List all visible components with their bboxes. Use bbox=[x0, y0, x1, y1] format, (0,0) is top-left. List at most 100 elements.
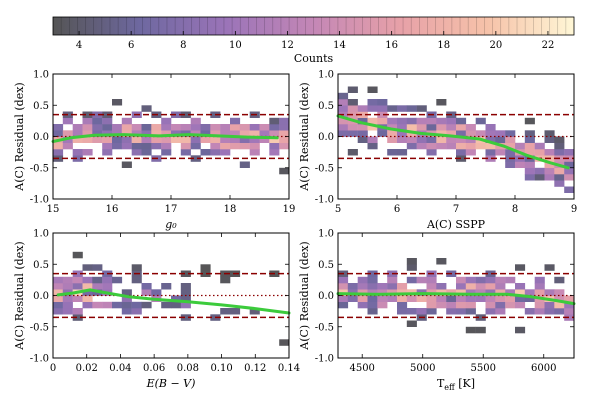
heatmap-cell bbox=[269, 117, 280, 125]
heatmap-cell bbox=[259, 124, 270, 131]
y-tick-label: 0.0 bbox=[33, 132, 49, 143]
heatmap-cell bbox=[524, 308, 535, 315]
trend-line bbox=[336, 292, 576, 306]
heatmap-cell bbox=[515, 326, 526, 334]
heatmap-cell bbox=[230, 142, 241, 150]
heatmap-cell bbox=[249, 149, 260, 156]
heatmap-cell bbox=[446, 117, 457, 125]
heatmap-cell bbox=[53, 124, 64, 131]
heatmap-cell bbox=[475, 130, 486, 137]
heatmap-cell bbox=[436, 117, 447, 125]
heatmap-cell bbox=[456, 136, 467, 143]
heatmap-cell bbox=[367, 283, 378, 290]
heatmap-cell bbox=[249, 308, 260, 315]
heatmap-cell bbox=[200, 264, 211, 271]
heatmap-cell bbox=[505, 301, 516, 309]
heatmap-cell bbox=[141, 136, 152, 143]
heatmap-cell bbox=[426, 136, 437, 143]
heatmap-cell bbox=[485, 289, 496, 296]
colorbar-tick-label: 6 bbox=[128, 40, 134, 51]
heatmap-cell bbox=[387, 124, 398, 131]
heatmap-cell bbox=[230, 124, 241, 131]
heatmap-cell bbox=[564, 149, 575, 156]
heatmap-cell bbox=[367, 86, 378, 93]
heatmap-cell bbox=[367, 124, 378, 131]
heatmap-cell bbox=[131, 136, 142, 143]
heatmap-cell bbox=[505, 295, 516, 302]
heatmap-cell bbox=[249, 130, 260, 137]
heatmap-cell bbox=[338, 117, 349, 125]
heatmap-cell bbox=[92, 276, 103, 284]
heatmap-cell bbox=[406, 124, 417, 131]
heatmap-cell bbox=[485, 130, 496, 137]
heatmap-cell bbox=[426, 295, 437, 302]
heatmap-cell bbox=[495, 289, 506, 296]
heatmap-cell bbox=[230, 117, 241, 125]
x-axis-label-unit: [K] bbox=[455, 377, 475, 390]
heatmap-cell bbox=[387, 295, 398, 302]
heatmap-cell bbox=[357, 283, 368, 290]
heatmap-cell bbox=[397, 283, 408, 290]
heatmap-cell bbox=[72, 283, 83, 290]
x-tick-label: 16 bbox=[106, 204, 119, 215]
heatmap-cell bbox=[82, 283, 93, 290]
heatmap-cell bbox=[82, 295, 93, 302]
colorbar bbox=[52, 16, 575, 36]
heatmap-cell bbox=[72, 149, 83, 156]
heatmap-cell bbox=[544, 174, 555, 181]
colorbar-tick-label: 20 bbox=[489, 40, 502, 51]
heatmap-cell bbox=[121, 308, 132, 315]
heatmap-cell bbox=[406, 295, 417, 302]
heatmap-cell bbox=[564, 174, 575, 181]
heatmap-cell bbox=[72, 270, 83, 277]
heatmap-cell bbox=[456, 276, 467, 284]
heatmap-cell bbox=[72, 136, 83, 143]
heatmap-cell bbox=[347, 295, 358, 302]
heatmap-cell bbox=[200, 149, 211, 156]
heatmap-cell bbox=[465, 326, 476, 334]
y-tick-label: -0.5 bbox=[315, 163, 334, 174]
heatmap-cell bbox=[554, 276, 565, 284]
heatmap-cell bbox=[161, 117, 172, 125]
heatmap-cell bbox=[279, 124, 290, 131]
heatmap-cell bbox=[377, 111, 388, 118]
x-tick-label: 5500 bbox=[471, 363, 496, 374]
heatmap-cell bbox=[151, 289, 162, 296]
heatmap-cell bbox=[377, 301, 388, 309]
heatmap-cell bbox=[121, 295, 132, 302]
heatmap-cell bbox=[338, 276, 349, 284]
heatmap-cell bbox=[534, 283, 545, 290]
heatmap-cell bbox=[102, 301, 113, 309]
heatmap-cell bbox=[436, 136, 447, 143]
heatmap-cell bbox=[131, 142, 142, 150]
colorbar-label: Counts bbox=[294, 52, 334, 65]
heatmap-cell bbox=[171, 301, 182, 309]
heatmap-cell bbox=[426, 124, 437, 131]
heatmap-cell bbox=[456, 117, 467, 125]
heatmap-cell bbox=[141, 124, 152, 131]
heatmap-cell bbox=[387, 105, 398, 112]
heatmap-cell bbox=[279, 167, 290, 175]
heatmap-cell bbox=[190, 136, 201, 143]
heatmap-cell bbox=[465, 308, 476, 315]
heatmap-cell bbox=[406, 142, 417, 150]
heatmap-cell bbox=[475, 326, 486, 334]
heatmap-cell bbox=[544, 264, 555, 271]
panel-3: 0 0.02 0.04 0.06 0.08 0.10 0.12 0.14 -1.0 -0.5 0.0… bbox=[13, 229, 300, 391]
heatmap-cell bbox=[62, 283, 73, 290]
heatmap-cell bbox=[387, 276, 398, 284]
heatmap-cell bbox=[151, 136, 162, 143]
heatmap-cell bbox=[239, 136, 250, 143]
heatmap-cell bbox=[259, 130, 270, 137]
y-axis-label: A(C) Residual (dex) bbox=[13, 241, 26, 350]
heatmap-cell bbox=[357, 105, 368, 112]
heatmap-cell bbox=[564, 308, 575, 315]
heatmap-cell bbox=[210, 130, 221, 137]
heatmap-cell bbox=[53, 283, 64, 290]
x-axis-label: E(B − V) bbox=[146, 377, 196, 390]
heatmap-cell bbox=[82, 301, 93, 309]
heatmap-cell bbox=[544, 167, 555, 175]
heatmap-cell bbox=[82, 117, 93, 125]
heatmap-cell bbox=[495, 295, 506, 302]
heatmap-cell bbox=[347, 130, 358, 137]
